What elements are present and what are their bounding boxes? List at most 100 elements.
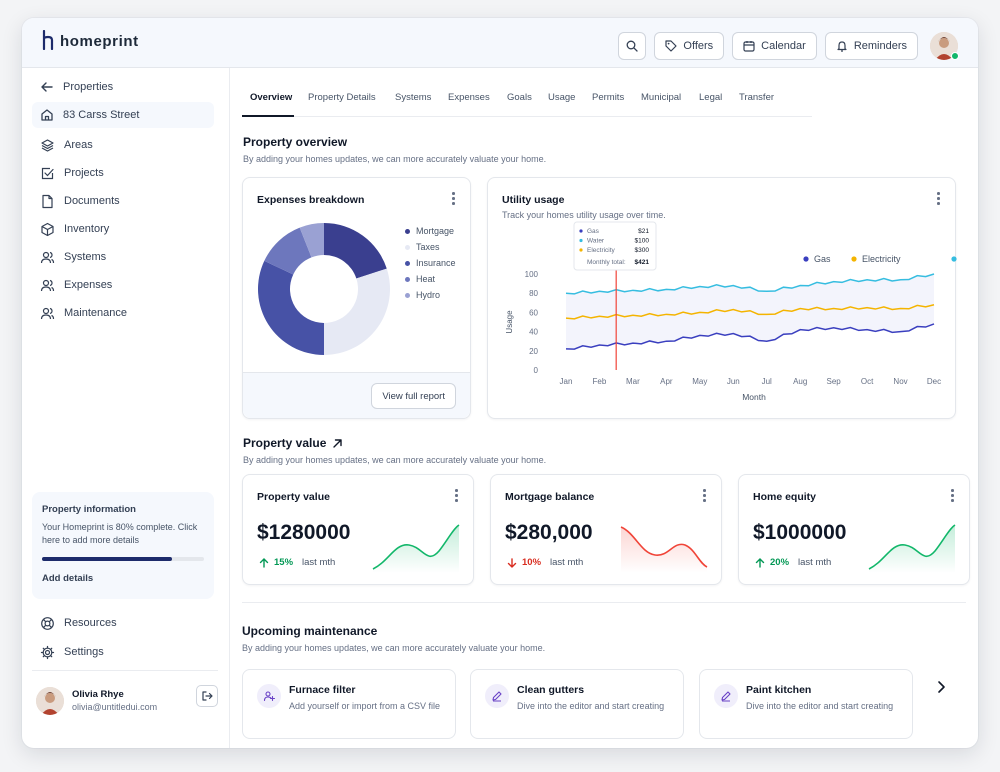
- file-icon: [42, 194, 53, 208]
- maintenance-item-text: Add yourself or import from a CSV file: [289, 701, 441, 711]
- user-photo-icon: [36, 687, 64, 715]
- tab-overview[interactable]: Overview: [250, 92, 293, 103]
- resources-label: Resources: [64, 617, 117, 629]
- tab-expenses[interactable]: Expenses: [448, 92, 490, 103]
- expenses-donut-chart: [258, 223, 390, 355]
- search-button[interactable]: [618, 32, 647, 60]
- active-tab-indicator: [242, 115, 294, 117]
- sidebar-item-documents[interactable]: Documents: [32, 188, 214, 214]
- maintenance-item-text: Dive into the editor and start creating: [517, 701, 665, 711]
- offers-button[interactable]: Offers: [654, 32, 725, 60]
- sidebar-item-label: Projects: [64, 167, 104, 179]
- maintenance-subtitle: By adding your homes updates, we can mor…: [242, 643, 546, 653]
- legend-label: Mortgage: [416, 226, 455, 236]
- property-info-card[interactable]: Property information Your Homeprint is 8…: [32, 492, 214, 599]
- tooltip-dot: [579, 248, 583, 252]
- more-options-icon[interactable]: [452, 192, 456, 207]
- overview-title: Property overview: [243, 135, 348, 149]
- trend-indicator: 20% last mth: [755, 557, 831, 568]
- card-title: Mortgage balance: [505, 491, 595, 503]
- pencil-icon: [492, 691, 502, 702]
- tab-transfer[interactable]: Transfer: [739, 92, 775, 103]
- tab-municipal[interactable]: Municipal: [641, 92, 682, 103]
- metric-value: $1000000: [753, 521, 847, 544]
- legend-item-heat: Heat: [405, 274, 435, 284]
- calendar-label: Calendar: [761, 40, 806, 52]
- tooltip-label: Electricity: [587, 247, 616, 254]
- tab-property-details[interactable]: Property Details: [308, 92, 376, 103]
- box-icon: [41, 222, 54, 236]
- reminders-label: Reminders: [853, 40, 907, 52]
- mc-icon-wrap: [485, 684, 509, 708]
- legend-dot: [405, 276, 410, 282]
- users-icon: [40, 307, 55, 319]
- more-options-icon[interactable]: [937, 192, 941, 207]
- sidebar-item-systems[interactable]: Systems: [32, 244, 214, 270]
- x-tick-label: Nov: [893, 377, 907, 386]
- sidebar-item-expenses[interactable]: Expenses: [32, 272, 214, 298]
- tab-systems[interactable]: Systems: [395, 92, 432, 103]
- legend-dot: [405, 244, 410, 250]
- tab-usage[interactable]: Usage: [548, 92, 576, 103]
- sidebar-item-label: Inventory: [64, 223, 110, 235]
- y-axis-label: Usage: [505, 310, 514, 334]
- more-options-icon[interactable]: [951, 489, 955, 504]
- sidebar: Properties 83 Carss Street Areas Project…: [22, 68, 230, 748]
- view-full-report-button[interactable]: View full report: [371, 383, 456, 409]
- x-tick-label: Apr: [660, 377, 673, 386]
- card-title: Property value: [257, 491, 330, 503]
- logo[interactable]: homeprint: [42, 30, 139, 50]
- chart-tooltip: Gas $21 Water $100 Electricity $300 Monthly to…: [573, 221, 657, 271]
- tab-permits[interactable]: Permits: [592, 92, 625, 103]
- add-details-link[interactable]: Add details: [42, 573, 94, 584]
- series-line-gas: [565, 323, 935, 350]
- tooltip-value: $100: [635, 238, 650, 245]
- sidebar-item-inventory[interactable]: Inventory: [32, 216, 214, 242]
- info-title: Property information: [42, 504, 136, 515]
- y-tick-label: 0: [534, 366, 539, 375]
- more-options-icon[interactable]: [703, 489, 707, 504]
- bell-icon: [837, 41, 847, 52]
- tab-legal[interactable]: Legal: [699, 92, 723, 103]
- sidebar-item-projects[interactable]: Projects: [32, 160, 214, 186]
- sidebar-item-resources[interactable]: Resources: [32, 610, 214, 636]
- sidebar-item-areas[interactable]: Areas: [32, 132, 214, 158]
- legend-item-hydro: Hydro: [405, 290, 440, 300]
- online-status-dot: [951, 52, 959, 60]
- maintenance-card-clean-gutters[interactable]: Clean gutters Dive into the editor and s…: [470, 669, 684, 739]
- tooltip-total-label: Monthly total:: [587, 259, 626, 266]
- more-options-icon[interactable]: [455, 489, 459, 504]
- overview-subtitle: By adding your homes updates, we can mor…: [243, 154, 547, 164]
- arrow-up-right-icon[interactable]: [332, 438, 343, 449]
- logout-button[interactable]: [196, 685, 218, 707]
- pencil-icon: [721, 691, 731, 702]
- maintenance-item-title: Clean gutters: [517, 684, 585, 696]
- next-button[interactable]: [932, 678, 950, 696]
- sidebar-item-property[interactable]: 83 Carss Street: [32, 102, 214, 128]
- sidebar-item-settings[interactable]: Settings: [32, 639, 214, 665]
- search-icon: [626, 40, 639, 52]
- legend-label: Hydro: [416, 290, 441, 300]
- maintenance-card-paint-kitchen[interactable]: Paint kitchen Dive into the editor and s…: [699, 669, 913, 739]
- legend-item-insurance: Insurance: [405, 258, 456, 268]
- tab-goals[interactable]: Goals: [507, 92, 532, 103]
- layers-icon: [41, 138, 54, 152]
- calendar-button[interactable]: Calendar: [732, 32, 817, 60]
- tooltip-value: $300: [635, 247, 650, 254]
- utility-usage-card: Utility usage Track your homes utility u…: [487, 177, 957, 419]
- user-email: olivia@untitledui.com: [72, 702, 158, 712]
- sparkline-up: [372, 524, 460, 573]
- y-tick-label: 60: [529, 308, 538, 317]
- sidebar-item-label: Areas: [64, 139, 93, 151]
- back-to-properties[interactable]: Properties: [32, 74, 214, 100]
- reminders-button[interactable]: Reminders: [824, 32, 918, 60]
- legend-dot: [405, 260, 410, 266]
- legend-label: Heat: [416, 274, 436, 284]
- user-profile[interactable]: Olivia Rhye olivia@untitledui.com: [36, 685, 218, 725]
- maintenance-card-furnace-filter[interactable]: Furnace filter Add yourself or import fr…: [242, 669, 456, 739]
- sidebar-divider: [32, 670, 218, 671]
- maintenance-item-title: Paint kitchen: [746, 684, 812, 696]
- tag-icon: [665, 40, 678, 52]
- sidebar-item-maintenance[interactable]: Maintenance: [32, 300, 214, 326]
- legend-item-taxes: Taxes: [405, 242, 440, 252]
